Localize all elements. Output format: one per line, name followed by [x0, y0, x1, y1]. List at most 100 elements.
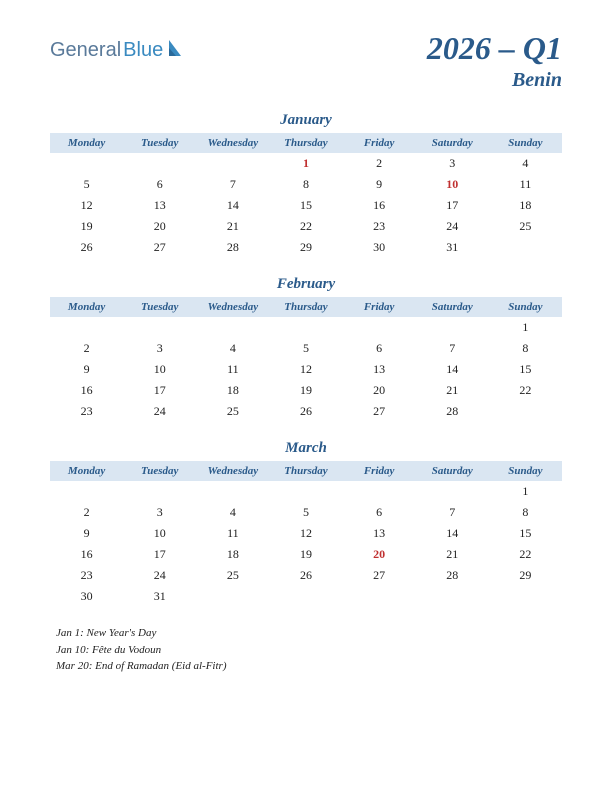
calendar-cell — [269, 317, 342, 338]
logo-text-general: General — [50, 39, 121, 62]
calendar-cell — [123, 317, 196, 338]
calendar-cell: 8 — [489, 338, 562, 359]
calendar-cell — [123, 481, 196, 502]
calendar-cell: 23 — [50, 401, 123, 422]
calendar-cell: 27 — [343, 401, 416, 422]
calendar-row: 2345678 — [50, 338, 562, 359]
weekday-header: Monday — [50, 297, 123, 317]
calendar-cell: 10 — [416, 174, 489, 195]
calendar-row: 567891011 — [50, 174, 562, 195]
calendar-cell: 1 — [489, 481, 562, 502]
calendar-cell: 5 — [269, 502, 342, 523]
month-block: January MondayTuesdayWednesdayThursdayFri… — [50, 112, 562, 258]
calendar-cell: 31 — [416, 237, 489, 258]
calendar-cell: 8 — [269, 174, 342, 195]
calendar-cell: 26 — [50, 237, 123, 258]
calendar-cell — [50, 481, 123, 502]
calendar-cell: 16 — [343, 195, 416, 216]
calendar-cell: 29 — [269, 237, 342, 258]
calendar-row: 1234 — [50, 153, 562, 174]
calendar-cell — [343, 586, 416, 607]
calendar-cell: 18 — [196, 544, 269, 565]
calendar-cell: 3 — [416, 153, 489, 174]
weekday-header: Tuesday — [123, 461, 196, 481]
calendar-row: 232425262728 — [50, 401, 562, 422]
calendar-cell: 16 — [50, 380, 123, 401]
calendar-cell: 14 — [416, 359, 489, 380]
calendar-cell — [196, 317, 269, 338]
calendar-cell: 19 — [50, 216, 123, 237]
calendar-cell — [416, 481, 489, 502]
calendar-cell: 19 — [269, 544, 342, 565]
calendar-cell — [196, 481, 269, 502]
calendar-cell: 25 — [196, 401, 269, 422]
calendar-cell — [489, 401, 562, 422]
calendar-row: 16171819202122 — [50, 380, 562, 401]
month-name: January — [50, 112, 562, 129]
calendar-row: 262728293031 — [50, 237, 562, 258]
calendar-cell: 22 — [489, 544, 562, 565]
calendar-cell: 9 — [343, 174, 416, 195]
calendar-row: 1 — [50, 481, 562, 502]
logo: General Blue — [50, 30, 185, 63]
calendar-table: MondayTuesdayWednesdayThursdayFridaySatu… — [50, 133, 562, 258]
weekday-header: Sunday — [489, 133, 562, 153]
weekday-header: Thursday — [269, 297, 342, 317]
calendar-cell: 12 — [269, 359, 342, 380]
weekday-header: Saturday — [416, 133, 489, 153]
calendar-cell: 18 — [196, 380, 269, 401]
calendar-cell — [343, 317, 416, 338]
weekday-header: Sunday — [489, 297, 562, 317]
calendar-cell: 24 — [416, 216, 489, 237]
calendar-cell: 17 — [123, 380, 196, 401]
calendar-cell: 23 — [50, 565, 123, 586]
calendar-cell: 13 — [343, 523, 416, 544]
calendar-cell: 4 — [196, 338, 269, 359]
calendar-table: MondayTuesdayWednesdayThursdayFridaySatu… — [50, 297, 562, 422]
calendar-cell: 9 — [50, 523, 123, 544]
calendar-cell — [123, 153, 196, 174]
holiday-note: Mar 20: End of Ramadan (Eid al-Fitr) — [56, 658, 562, 675]
weekday-header: Thursday — [269, 133, 342, 153]
holiday-note: Jan 1: New Year's Day — [56, 625, 562, 642]
calendar-cell — [196, 586, 269, 607]
calendar-cell: 10 — [123, 359, 196, 380]
calendar-cell: 27 — [123, 237, 196, 258]
calendar-cell: 7 — [196, 174, 269, 195]
calendar-cell: 6 — [343, 338, 416, 359]
weekday-header: Wednesday — [196, 461, 269, 481]
calendar-cell: 14 — [196, 195, 269, 216]
calendar-cell: 5 — [50, 174, 123, 195]
calendar-cell: 20 — [343, 380, 416, 401]
month-block: March MondayTuesdayWednesdayThursdayFrida… — [50, 440, 562, 607]
calendar-cell: 21 — [416, 544, 489, 565]
calendar-cell: 26 — [269, 565, 342, 586]
month-name: February — [50, 276, 562, 293]
weekday-header: Saturday — [416, 461, 489, 481]
quarter-title: 2026 – Q1 — [427, 30, 562, 67]
calendar-cell: 3 — [123, 338, 196, 359]
weekday-header: Thursday — [269, 461, 342, 481]
calendar-cell: 17 — [416, 195, 489, 216]
month-name: March — [50, 440, 562, 457]
calendar-cell: 12 — [50, 195, 123, 216]
calendar-cell: 11 — [196, 523, 269, 544]
weekday-header: Friday — [343, 133, 416, 153]
weekday-header: Wednesday — [196, 297, 269, 317]
calendar-cell: 8 — [489, 502, 562, 523]
header: General Blue 2026 – Q1 Benin — [50, 30, 562, 92]
calendar-cell: 23 — [343, 216, 416, 237]
month-block: February MondayTuesdayWednesdayThursdayFr… — [50, 276, 562, 422]
title-block: 2026 – Q1 Benin — [427, 30, 562, 92]
calendar-cell: 10 — [123, 523, 196, 544]
calendar-cell: 31 — [123, 586, 196, 607]
calendar-cell: 1 — [269, 153, 342, 174]
calendar-cell: 27 — [343, 565, 416, 586]
calendar-row: 9101112131415 — [50, 523, 562, 544]
weekday-header: Friday — [343, 297, 416, 317]
calendar-row: 12131415161718 — [50, 195, 562, 216]
calendar-cell: 4 — [489, 153, 562, 174]
calendar-table: MondayTuesdayWednesdayThursdayFridaySatu… — [50, 461, 562, 607]
calendar-cell: 20 — [123, 216, 196, 237]
weekday-header: Wednesday — [196, 133, 269, 153]
